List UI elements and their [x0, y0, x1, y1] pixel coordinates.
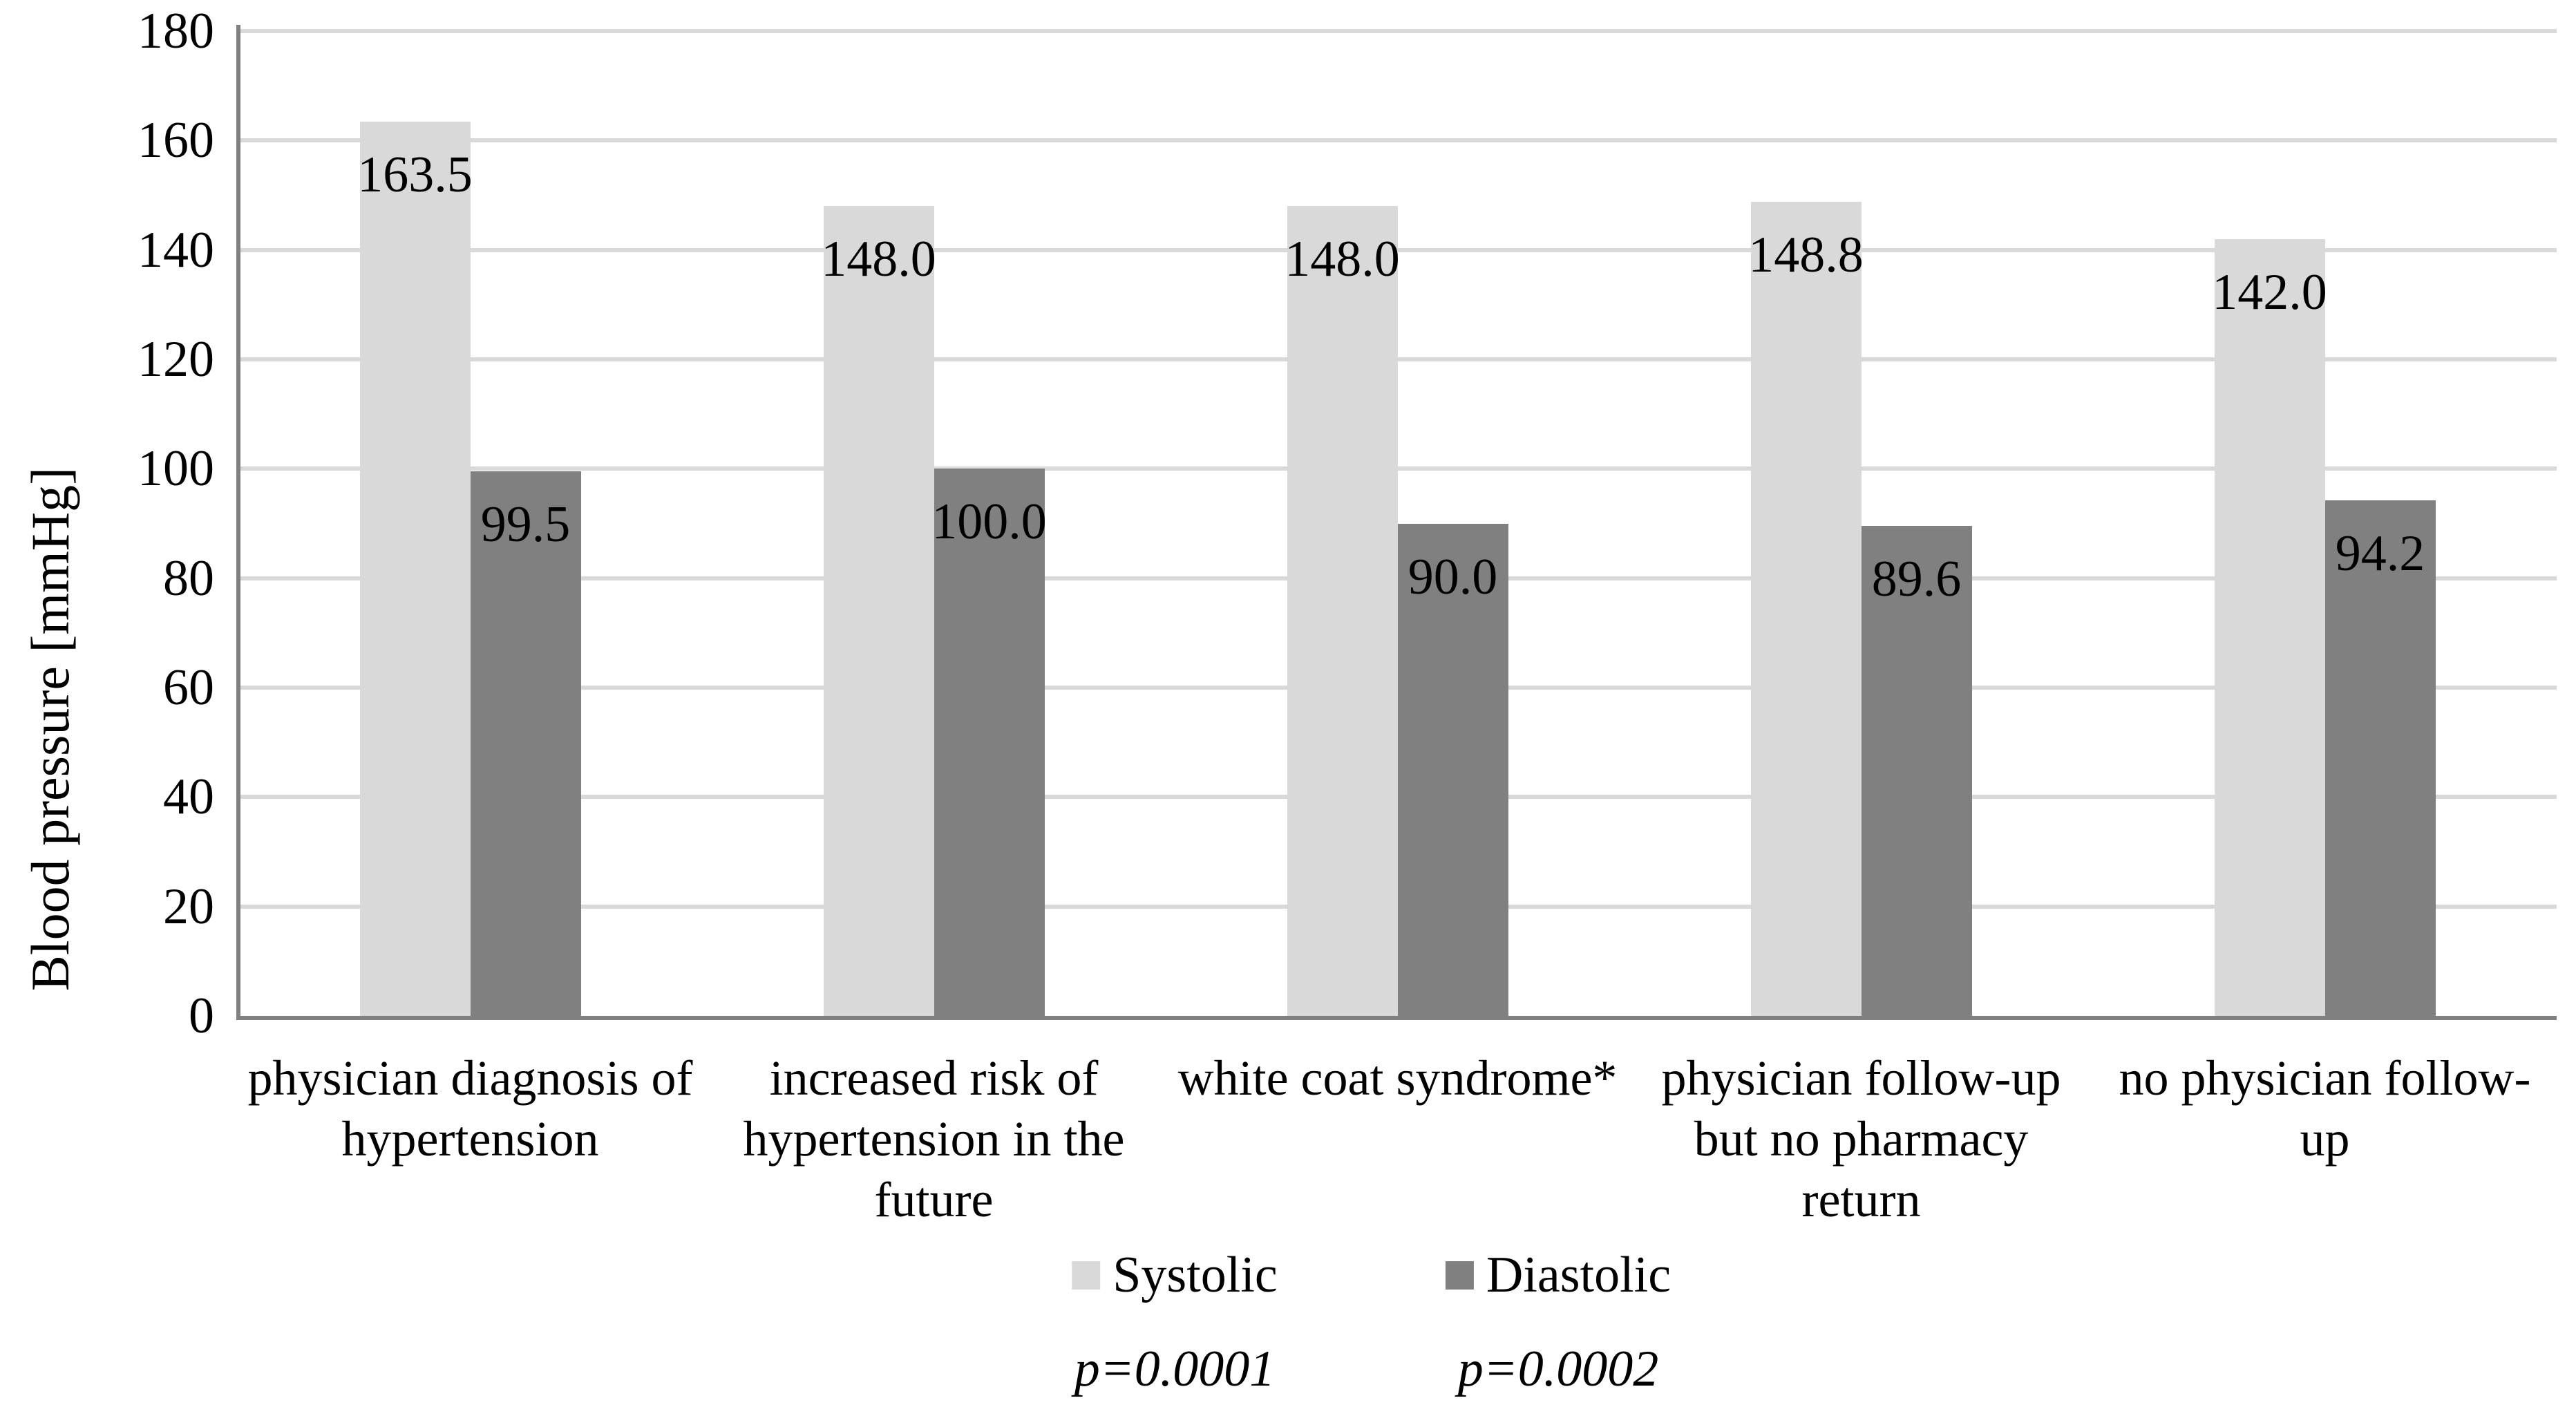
legend-swatch-systolic [1072, 1261, 1101, 1290]
systolic-bar [823, 206, 934, 1016]
y-tick-label: 140 [138, 221, 214, 279]
y-tick-label: 80 [163, 549, 214, 607]
legend-column-diastolic: Diastolic p=0.0002 [1445, 1244, 1671, 1400]
legend-label-systolic: Systolic [1112, 1247, 1278, 1303]
bar-value-label: 94.2 [2335, 525, 2425, 583]
y-tick-label: 120 [138, 331, 214, 388]
bar-value-label: 89.6 [1871, 550, 1962, 607]
bar-value-label: 99.5 [480, 496, 571, 554]
gridline [238, 247, 2557, 252]
bar-value-label: 163.5 [357, 146, 473, 203]
bar-value-label: 148.0 [821, 231, 936, 288]
p-value-systolic: p=0.0001 [1074, 1341, 1276, 1397]
diastolic-bar [2324, 500, 2436, 1016]
x-axis-line [236, 1016, 2557, 1020]
category-label: physician diagnosis of hypertension [247, 1050, 693, 1167]
category-label: increased risk of hypertension in the fu… [743, 1050, 1125, 1227]
diastolic-bar [934, 469, 1045, 1016]
y-tick-label: 20 [163, 878, 214, 935]
category-label: white coat syndrome* [1177, 1050, 1618, 1106]
y-tick-label: 160 [138, 112, 214, 169]
legend-label-diastolic: Diastolic [1486, 1247, 1671, 1303]
systolic-bar [359, 121, 471, 1016]
legend-column-systolic: Systolic p=0.0001 [1072, 1244, 1278, 1400]
systolic-bar [2214, 238, 2325, 1016]
systolic-bar [1750, 202, 1862, 1016]
diastolic-bar [470, 471, 581, 1016]
y-tick-label: 60 [163, 659, 214, 716]
bar-value-label: 100.0 [931, 493, 1047, 551]
y-tick-label: 0 [189, 988, 214, 1044]
gridline [238, 466, 2557, 471]
bar-value-label: 90.0 [1408, 548, 1498, 605]
legend-item-diastolic: Diastolic [1445, 1244, 1671, 1306]
gridline [238, 357, 2557, 361]
diastolic-bar [1861, 525, 1972, 1016]
category-label: no physician follow- up [2119, 1050, 2531, 1167]
category-label: physician follow-up but no pharmacy retu… [1661, 1050, 2061, 1227]
diastolic-bar [1397, 523, 1508, 1016]
gridline [238, 138, 2557, 143]
gridline [238, 29, 2557, 33]
legend-swatch-diastolic [1445, 1261, 1474, 1290]
y-tick-label: 40 [163, 768, 214, 826]
p-value-diastolic: p=0.0002 [1457, 1341, 1659, 1397]
bar-value-label: 148.0 [1285, 231, 1400, 288]
systolic-bar [1287, 206, 1398, 1016]
bar-value-label: 148.8 [1748, 227, 1864, 283]
legend-item-systolic: Systolic [1072, 1244, 1278, 1306]
y-axis-line [236, 25, 240, 1020]
y-tick-label: 100 [138, 440, 214, 498]
y-tick-label: 180 [138, 3, 214, 59]
bar-value-label: 142.0 [2212, 263, 2327, 321]
